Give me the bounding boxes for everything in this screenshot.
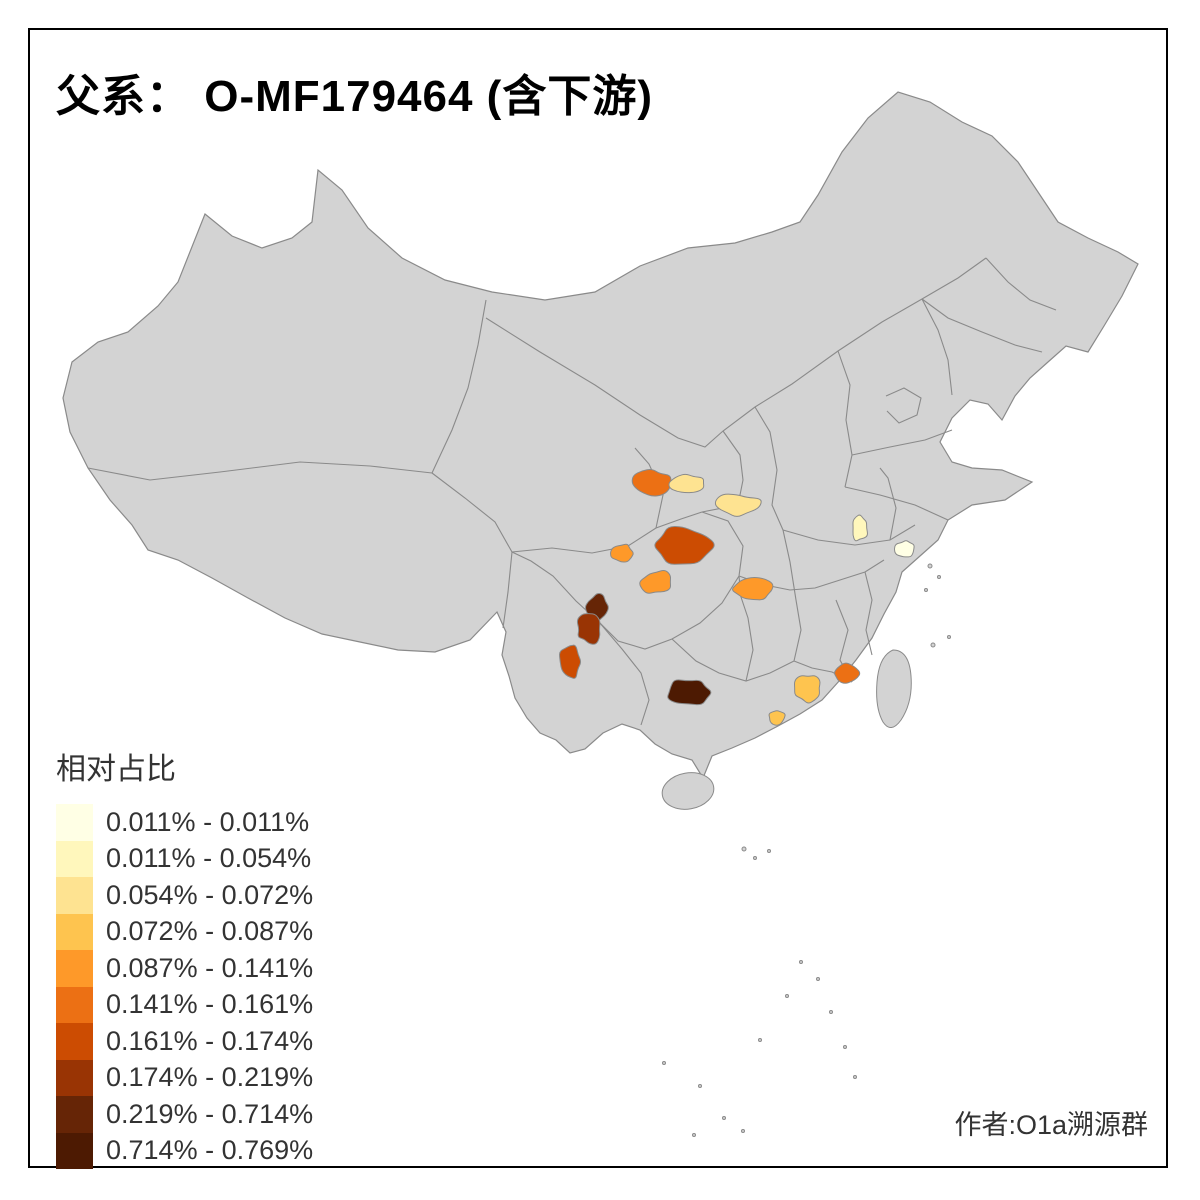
- province-border-line: [671, 638, 795, 682]
- hainan-island: [661, 772, 715, 810]
- province-border-line: [879, 467, 897, 541]
- legend-item: 0.174% - 0.219%: [56, 1059, 314, 1096]
- map-region: [639, 570, 672, 594]
- map-region: [668, 473, 705, 494]
- legend-swatch: [56, 877, 93, 914]
- map-region: [834, 662, 861, 684]
- map-region: [559, 644, 582, 679]
- legend-label: 0.161% - 0.174%: [106, 1025, 314, 1056]
- province-border-line: [851, 429, 953, 456]
- province-border-line: [782, 524, 916, 546]
- legend-item: 0.054% - 0.072%: [56, 877, 313, 914]
- china-mainland-shape: [62, 91, 1139, 780]
- legend-label: 0.714% - 0.769%: [106, 1135, 314, 1166]
- legend-label: 0.141% - 0.161%: [106, 989, 314, 1020]
- map-region: [893, 540, 915, 558]
- author-credit: 作者:O1a溯源群: [954, 1110, 1148, 1140]
- province-border-line: [431, 299, 487, 474]
- province-border-line: [985, 257, 1057, 311]
- legend-swatch: [56, 1059, 93, 1096]
- legend-item: 0.072% - 0.087%: [56, 913, 314, 950]
- legend-item: 0.011% - 0.011%: [56, 804, 313, 841]
- map-region: [610, 543, 634, 563]
- province-border-line: [921, 298, 953, 396]
- map-region: [852, 514, 868, 542]
- islands: [661, 563, 951, 1137]
- legend-item: 0.011% - 0.054%: [56, 840, 313, 877]
- province-border-line: [864, 571, 873, 656]
- legend-swatch: [56, 804, 93, 841]
- legend-label: 0.219% - 0.714%: [106, 1098, 314, 1129]
- legend-label: 0.087% - 0.141%: [106, 952, 314, 983]
- legend-item: 0.141% - 0.161%: [56, 986, 314, 1023]
- legend-swatch: [56, 1023, 93, 1060]
- legend-title: 相对占比: [56, 753, 176, 786]
- legend-items: 0.011% - 0.011% 0.011% - 0.054% 0.054% - 0…: [56, 804, 313, 1169]
- legend-label: 0.054% - 0.072%: [106, 879, 314, 910]
- map-region: [576, 613, 601, 645]
- legend-label: 0.011% - 0.054%: [106, 843, 312, 874]
- legend-label: 0.174% - 0.219%: [106, 1062, 314, 1093]
- legend: 相对占比 0.011% - 0.011% 0.011% - 0.054% 0.054…: [56, 744, 313, 1169]
- legend-label: 0.072% - 0.087%: [106, 916, 314, 947]
- map-region: [793, 675, 821, 704]
- province-border-line: [921, 298, 1043, 353]
- legend-item: 0.087% - 0.141%: [56, 950, 313, 987]
- province-border-line: [87, 461, 433, 481]
- province-border-line: [885, 387, 922, 424]
- legend-swatch: [56, 840, 93, 877]
- legend-swatch: [56, 1096, 93, 1133]
- province-border-line: [837, 350, 853, 488]
- province-border-line: [511, 511, 744, 650]
- legend-item: 0.219% - 0.714%: [56, 1096, 313, 1133]
- map-region: [714, 493, 762, 517]
- province-border-line: [485, 257, 987, 448]
- map-title: 父系： O-MF179464 (含下游): [56, 72, 653, 121]
- taiwan-island: [876, 649, 912, 728]
- legend-item: 0.161% - 0.174%: [56, 1023, 313, 1060]
- province-border-line: [431, 472, 513, 629]
- legend-label: 0.011% - 0.011%: [106, 806, 310, 837]
- province-border-line: [782, 529, 802, 662]
- legend-swatch: [56, 950, 93, 987]
- map-region: [667, 679, 712, 706]
- legend-swatch: [56, 986, 93, 1023]
- small-islands: [662, 563, 951, 1137]
- map-region: [732, 577, 774, 601]
- province-border-line: [598, 621, 650, 726]
- province-border-line: [754, 406, 784, 531]
- legend-item: 0.714% - 0.769%: [56, 1132, 314, 1169]
- map-region: [654, 525, 715, 565]
- map-region: [631, 468, 672, 497]
- province-border-line: [844, 486, 949, 521]
- map-region: [768, 710, 786, 726]
- legend-swatch: [56, 913, 93, 950]
- legend-swatch: [56, 1132, 93, 1169]
- highlighted-regions: [559, 468, 915, 726]
